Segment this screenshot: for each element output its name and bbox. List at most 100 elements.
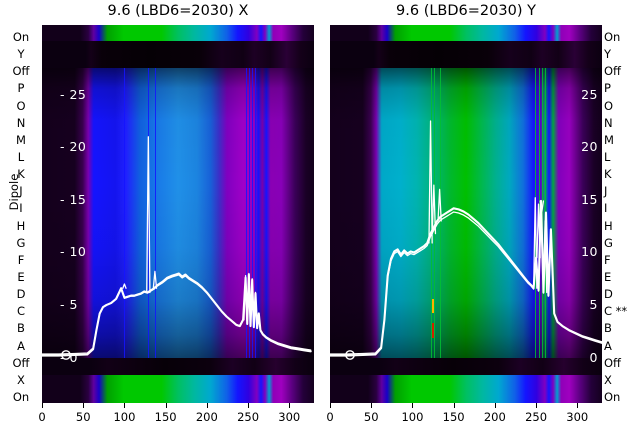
category-tick-16: C ** <box>604 304 628 319</box>
orange-marker <box>432 298 435 314</box>
category-tick-15: D <box>604 287 613 302</box>
x-tick-mark-50 <box>83 403 85 408</box>
x-tick-label-100: 100 <box>113 410 136 424</box>
heatmap-spike-5 <box>252 68 254 358</box>
inner-ytick-5: - 5 <box>60 297 78 313</box>
x-axis-right: 0 50 100 150 200 250 300 <box>326 403 602 437</box>
x-tick-mark-50 <box>371 403 373 408</box>
x-tick-label-0: 0 <box>326 410 334 424</box>
heatmap-panel-y[interactable]: 25 20 15 10 5 0 <box>330 25 602 403</box>
category-tick-5: N <box>604 115 613 130</box>
category-tick-13: F <box>604 252 611 267</box>
heatmap-band <box>42 40 314 69</box>
profile-spike-2 <box>437 188 442 222</box>
heatmap-body-shading <box>42 68 314 358</box>
heatmap-spike-2 <box>154 68 156 358</box>
panel-title-left: 9.6 (LBD6=2030) X <box>107 3 249 19</box>
category-tick-12: G <box>16 235 26 250</box>
x-tick-mark-200 <box>206 403 208 408</box>
baseline-zero-marker <box>61 350 71 360</box>
profile-spike-2 <box>152 270 158 289</box>
inner-ytick-0: 0 <box>589 349 598 365</box>
category-tick-20: X <box>604 372 612 387</box>
category-tick-12: G <box>604 235 613 250</box>
category-tick-11: H <box>16 218 26 233</box>
inner-ytick-10: - 10 <box>60 244 87 260</box>
x-tick-label-50: 50 <box>363 410 379 424</box>
category-tick-19: Off <box>604 355 621 370</box>
profile-spike-5 <box>539 200 545 213</box>
heatmap-panel-x[interactable]: - 25 - 20 - 15 - 10 - 5 - 0 <box>42 25 314 403</box>
x-tick-mark-150 <box>165 403 167 408</box>
x-tick-mark-200 <box>494 403 496 408</box>
heatmap-spike-2 <box>439 68 441 358</box>
profile-spike-3 <box>532 197 538 289</box>
inner-ytick-labels-y: 25 20 15 10 5 0 <box>330 25 602 403</box>
x-tick-label-0: 0 <box>38 410 46 424</box>
category-tick-5: N <box>16 115 26 130</box>
category-tick-10: I <box>604 201 608 216</box>
category-tick-1: Y <box>604 47 612 62</box>
category-tick-18: A <box>17 338 25 353</box>
x-tick-label-50: 50 <box>75 410 91 424</box>
x-tick-mark-250 <box>248 403 250 408</box>
category-tick-11: H <box>604 218 613 233</box>
category-tick-17: B <box>17 321 25 336</box>
panel-title-right: 9.6 (LBD6=2030) Y <box>396 3 536 19</box>
category-tick-2: Off <box>604 64 621 79</box>
x-tick-mark-150 <box>453 403 455 408</box>
category-tick-8: K <box>17 167 25 182</box>
category-tick-18: A <box>604 338 612 353</box>
x-tick-label-300: 300 <box>278 410 301 424</box>
category-tick-3: P <box>604 81 611 96</box>
category-tick-16: C <box>16 304 26 319</box>
x-tick-mark-100 <box>124 403 126 408</box>
heatmap-image-x <box>42 25 314 403</box>
inner-ytick-5: 5 <box>589 297 598 313</box>
profile-spike-6 <box>253 291 258 328</box>
category-axis-left: On Y Off P O N M L K J I H G F E D C B A Off X On <box>2 25 40 403</box>
category-tick-8: K <box>604 167 612 182</box>
inner-ytick-0: - 0 <box>60 349 78 365</box>
category-tick-0: On <box>12 30 30 44</box>
x-tick-mark-250 <box>536 403 538 408</box>
x-tick-label-100: 100 <box>401 410 424 424</box>
category-tick-20: X <box>17 372 25 387</box>
category-axis-right: On Y Off P O N M L K J I H G F E D C ** B A Off X On <box>604 25 640 403</box>
profile-spike-1 <box>146 136 151 294</box>
category-tick-14: E <box>604 270 612 284</box>
profile-spike-0 <box>122 283 127 289</box>
profile-spike-0 <box>428 120 433 244</box>
category-tick-6: M <box>604 132 614 147</box>
profile-spike-4 <box>246 272 252 325</box>
heatmap-spike-0 <box>430 68 432 358</box>
profile-spike-4 <box>536 203 541 259</box>
event-markers-y <box>330 25 602 403</box>
x-tick-label-300: 300 <box>566 410 589 424</box>
heatmap-band <box>330 357 602 375</box>
x-tick-label-250: 250 <box>237 410 260 424</box>
category-tick-9: J <box>604 184 608 199</box>
category-tick-1: Y <box>17 47 25 62</box>
category-tick-10: I <box>19 201 23 216</box>
profile-trace-x <box>42 136 312 360</box>
inner-ytick-25: 25 <box>581 86 598 102</box>
category-tick-17: B <box>604 321 612 336</box>
category-tick-13: F <box>17 252 25 267</box>
category-tick-3: P <box>17 81 25 96</box>
heatmap-spike-6 <box>255 68 257 358</box>
x-tick-label-150: 150 <box>442 410 465 424</box>
profile-line-secondary <box>330 204 602 355</box>
heatmap-band <box>330 25 602 41</box>
category-tick-9: J <box>19 184 23 199</box>
profile-line-secondary <box>42 274 312 355</box>
x-tick-mark-300 <box>577 403 579 408</box>
inner-ytick-10: 10 <box>581 244 598 260</box>
heatmap-band <box>42 374 314 403</box>
profile-spike-5 <box>249 278 255 327</box>
inner-ytick-20: 20 <box>581 139 598 155</box>
inner-ytick-20: - 20 <box>60 139 87 155</box>
heatmap-band <box>330 374 602 403</box>
x-tick-mark-300 <box>289 403 291 408</box>
